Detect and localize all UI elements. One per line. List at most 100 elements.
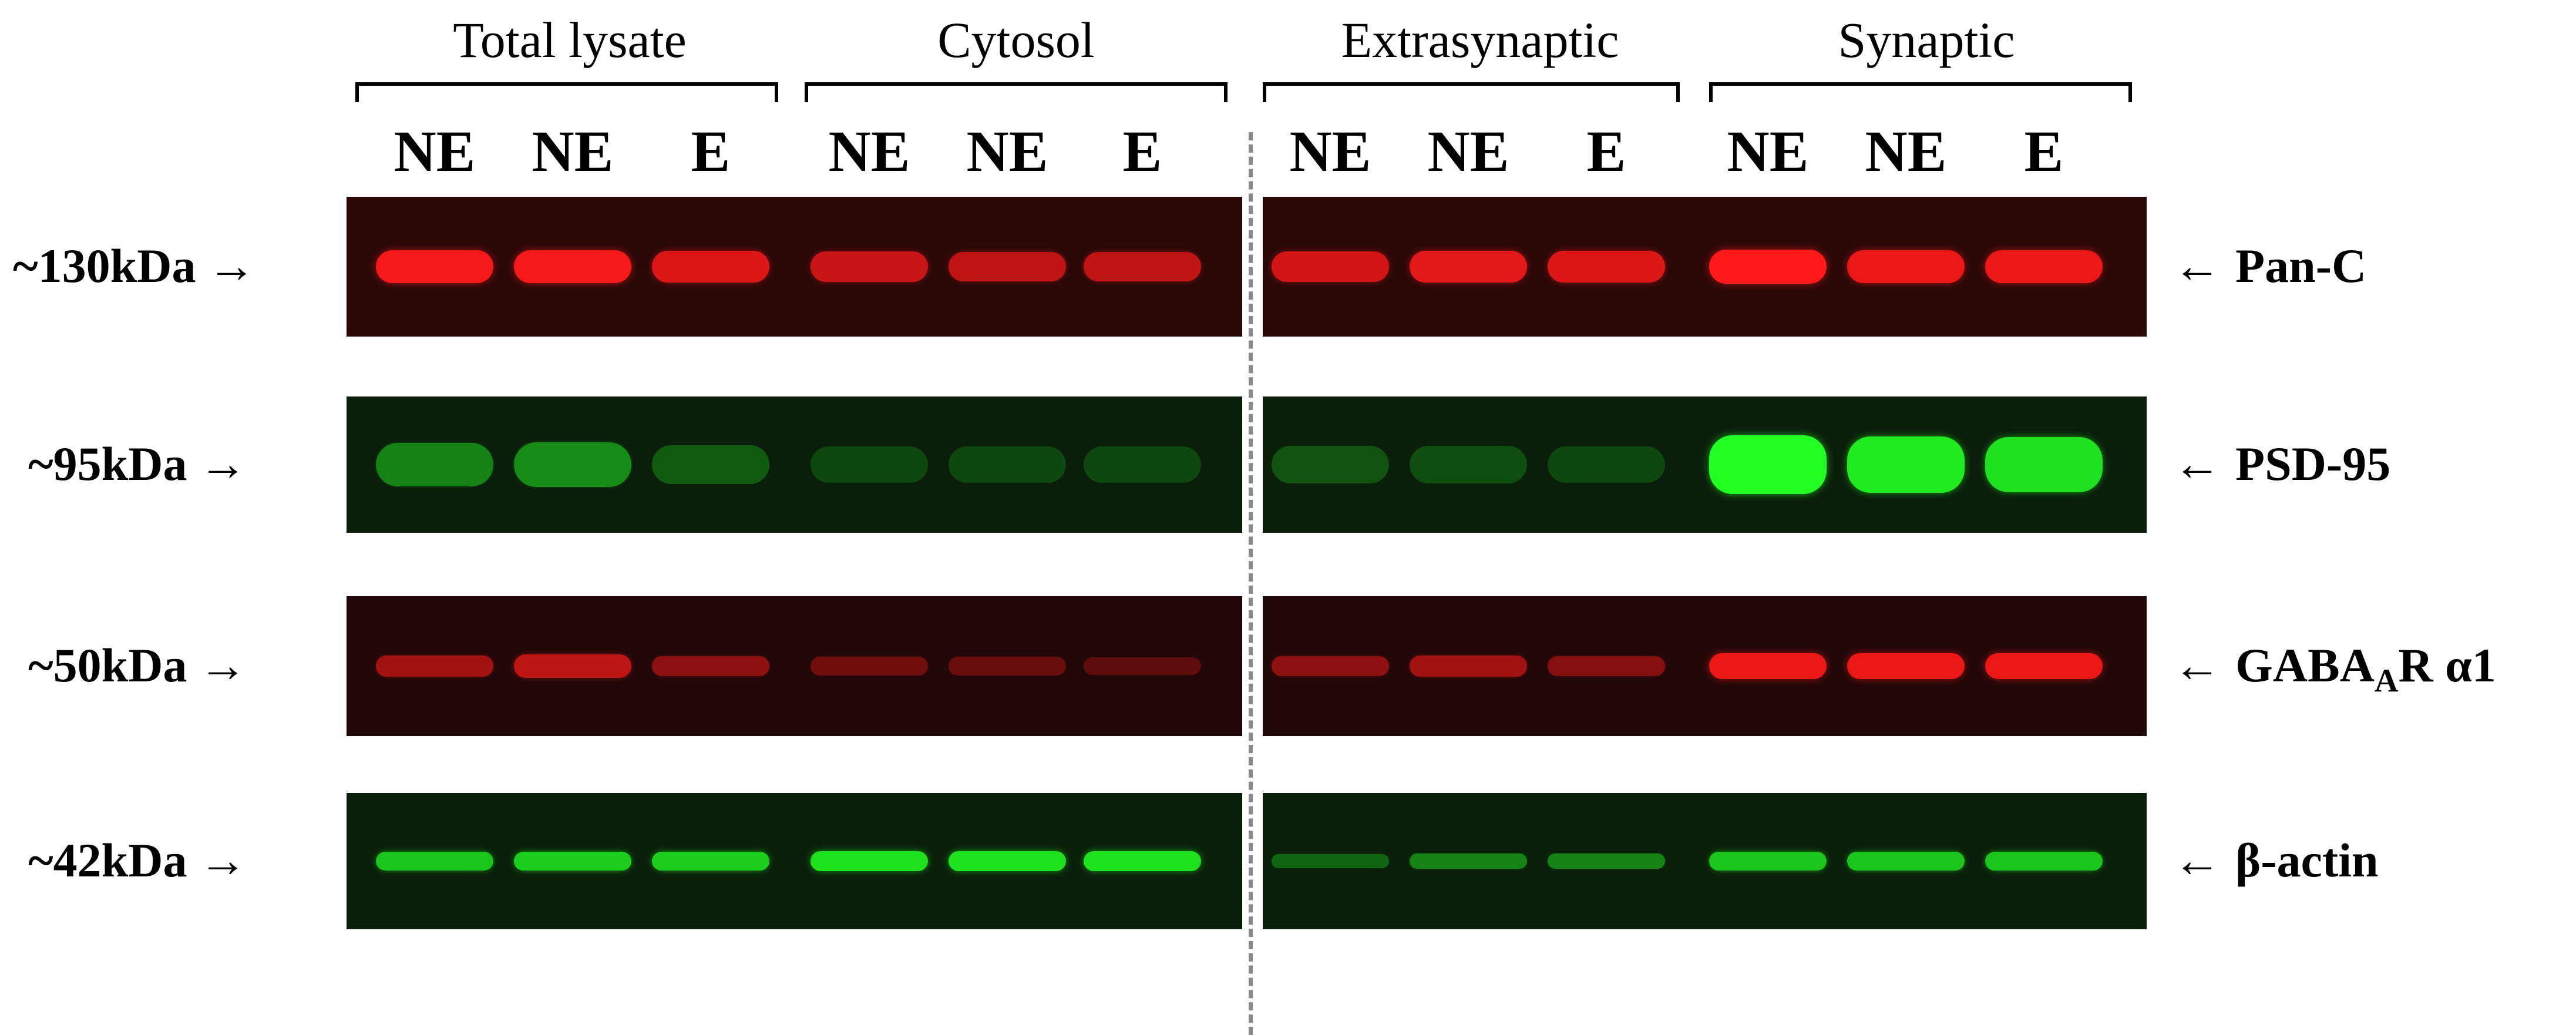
mw-text: ~130kDa: [13, 239, 196, 293]
lane-label-12: E: [2024, 119, 2064, 184]
lane-label-1: NE: [394, 119, 476, 184]
protein-label-row-4: ← β-actin: [2173, 833, 2379, 888]
band-row-1-lane-10: [1709, 250, 1827, 284]
band-row-2-lane-4: [811, 446, 928, 483]
lane-label-7: NE: [1289, 119, 1371, 184]
band-row-4-lane-12: [1985, 852, 2103, 871]
protein-label-row-2: ← PSD-95: [2173, 436, 2390, 492]
band-row-1-lane-1: [376, 250, 493, 284]
band-row-4-lane-7: [1272, 853, 1389, 869]
protein-name: GABA: [2235, 639, 2375, 692]
mw-label-row-4: ~42kDa →: [28, 833, 247, 888]
arrow-left-icon: ←: [2173, 239, 2221, 293]
mw-label-row-3: ~50kDa →: [28, 638, 247, 693]
band-row-1-lane-8: [1410, 250, 1527, 283]
band-row-4-lane-2: [514, 851, 631, 871]
blot-row-2-right: [1263, 396, 2147, 533]
band-row-3-lane-8: [1410, 655, 1527, 677]
band-row-3-lane-1: [376, 655, 493, 677]
lane-label-3: E: [691, 119, 731, 184]
protein-label-row-1: ← Pan-C: [2173, 238, 2366, 294]
band-row-1-lane-6: [1084, 252, 1201, 281]
band-row-3-lane-3: [652, 656, 769, 677]
protein-subscript: A: [2374, 663, 2399, 700]
band-row-4-lane-5: [949, 851, 1066, 871]
band-row-2-lane-5: [949, 446, 1066, 483]
band-row-2-lane-2: [514, 442, 631, 487]
group-label-extrasynaptic: Extrasynaptic: [1341, 12, 1619, 68]
arrow-right-icon: →: [199, 834, 247, 887]
protein-suffix: R α1: [2398, 639, 2496, 692]
blot-row-3-right: [1263, 596, 2147, 736]
band-row-3-lane-2: [514, 654, 631, 678]
group-label-total-lysate: Total lysate: [453, 12, 687, 68]
band-row-4-lane-4: [811, 851, 928, 871]
lane-label-8: NE: [1427, 119, 1509, 184]
protein-name: PSD-95: [2235, 437, 2391, 490]
lane-label-11: NE: [1865, 119, 1947, 184]
protein-label-row-3: ← GABAAR α1: [2173, 638, 2496, 700]
band-row-1-lane-12: [1985, 250, 2103, 283]
blot-row-1-left: [347, 197, 1242, 337]
arrow-left-icon: ←: [2173, 639, 2221, 692]
blot-row-4-left: [347, 793, 1242, 929]
band-row-3-lane-6: [1084, 657, 1201, 676]
band-row-2-lane-8: [1410, 446, 1527, 483]
blot-row-4-right: [1263, 793, 2147, 929]
band-row-2-lane-12: [1985, 437, 2103, 492]
bracket-total-lysate: [355, 82, 778, 102]
arrow-right-icon: →: [207, 239, 256, 293]
band-row-2-lane-10: [1709, 435, 1827, 494]
band-row-1-lane-5: [949, 252, 1066, 281]
lane-label-9: E: [1586, 119, 1626, 184]
band-row-3-lane-7: [1272, 656, 1389, 677]
blot-row-2-left: [347, 396, 1242, 533]
protein-name: Pan-C: [2235, 239, 2367, 293]
band-row-4-lane-9: [1548, 853, 1665, 869]
mw-label-row-2: ~95kDa →: [28, 436, 247, 492]
band-row-2-lane-11: [1847, 436, 1965, 493]
arrow-right-icon: →: [199, 639, 247, 692]
band-row-1-lane-2: [514, 250, 631, 284]
band-row-4-lane-11: [1847, 852, 1965, 871]
lane-label-10: NE: [1727, 119, 1809, 184]
band-row-3-lane-5: [949, 657, 1066, 676]
lane-label-5: NE: [966, 119, 1048, 184]
band-row-3-lane-11: [1847, 653, 1965, 680]
dashed-divider: [1249, 132, 1253, 1035]
band-row-2-lane-6: [1084, 446, 1201, 483]
mw-text: ~95kDa: [28, 437, 187, 490]
blot-row-3-left: [347, 596, 1242, 736]
protein-name: β-actin: [2235, 834, 2379, 887]
arrow-left-icon: ←: [2173, 437, 2221, 490]
bracket-cytosol: [805, 82, 1228, 102]
lane-label-6: E: [1122, 119, 1162, 184]
bracket-extrasynaptic: [1263, 82, 1680, 102]
band-row-4-lane-6: [1084, 851, 1201, 871]
mw-text: ~42kDa: [28, 834, 187, 887]
band-row-1-lane-3: [652, 251, 769, 283]
band-row-4-lane-1: [376, 852, 493, 871]
band-row-3-lane-12: [1985, 653, 2103, 680]
band-row-3-lane-9: [1548, 656, 1665, 676]
band-row-1-lane-9: [1548, 251, 1665, 283]
group-label-synaptic: Synaptic: [1838, 12, 2015, 68]
band-row-1-lane-7: [1272, 251, 1389, 283]
arrow-left-icon: ←: [2173, 834, 2221, 887]
mw-text: ~50kDa: [28, 639, 187, 692]
group-label-cytosol: Cytosol: [937, 12, 1095, 68]
band-row-4-lane-8: [1410, 853, 1527, 869]
band-row-4-lane-3: [652, 851, 769, 871]
lane-label-4: NE: [828, 119, 910, 184]
bracket-synaptic: [1709, 82, 2132, 102]
band-row-3-lane-4: [811, 656, 928, 676]
lane-label-2: NE: [532, 119, 614, 184]
band-row-1-lane-4: [811, 251, 928, 282]
band-row-1-lane-11: [1847, 250, 1965, 283]
band-row-4-lane-10: [1709, 852, 1827, 871]
mw-label-row-1: ~130kDa →: [13, 238, 255, 294]
blot-row-1-right: [1263, 197, 2147, 337]
arrow-right-icon: →: [199, 437, 247, 490]
band-row-2-lane-9: [1548, 446, 1665, 483]
